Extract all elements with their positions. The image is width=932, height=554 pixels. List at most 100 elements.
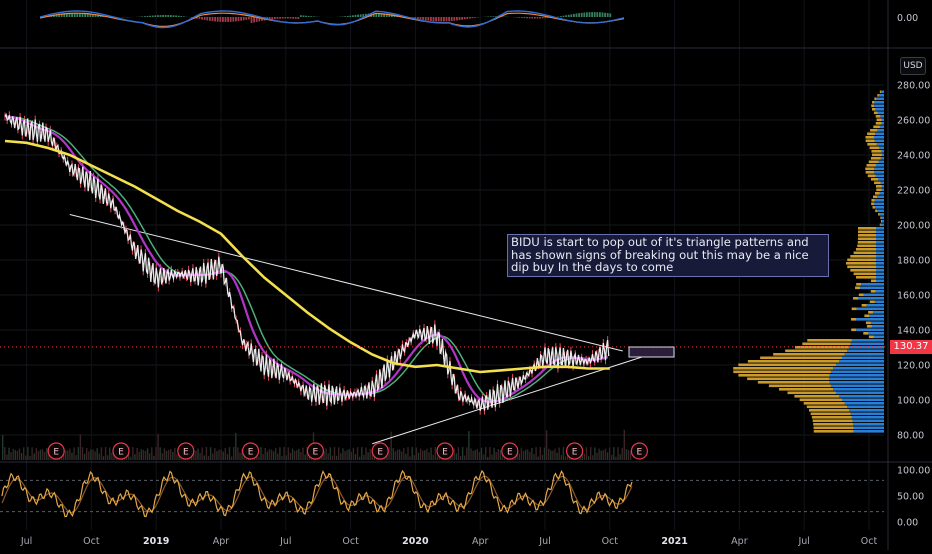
volume-bar bbox=[300, 452, 301, 460]
volume-bar bbox=[601, 451, 602, 460]
vp-bar-sell bbox=[871, 280, 876, 283]
vp-bar-buy bbox=[881, 182, 884, 185]
macd-hist-bar bbox=[438, 17, 440, 21]
volume-bar bbox=[44, 452, 45, 460]
vp-bar-sell bbox=[857, 245, 876, 248]
volume-bar bbox=[563, 447, 564, 460]
earnings-label: E bbox=[572, 448, 578, 458]
macd-hist-bar bbox=[576, 14, 578, 17]
vp-bar-buy bbox=[878, 178, 884, 181]
vp-bar-buy bbox=[876, 164, 884, 167]
volume-bar bbox=[10, 452, 11, 460]
macd-hist-bar bbox=[589, 12, 591, 17]
time-tick-label: Oct bbox=[602, 536, 619, 547]
vp-bar-buy bbox=[882, 122, 884, 125]
vp-bar-sell bbox=[856, 248, 876, 251]
volume-bar bbox=[472, 451, 473, 460]
earnings-label: E bbox=[118, 448, 124, 458]
vp-bar-sell bbox=[864, 315, 869, 318]
currency-badge[interactable]: USD bbox=[900, 57, 926, 75]
volume-bar bbox=[552, 451, 553, 460]
vp-bar-buy bbox=[874, 105, 884, 108]
vp-bar-sell bbox=[855, 287, 860, 290]
vp-bar-sell bbox=[853, 297, 858, 300]
volume-bar bbox=[584, 454, 585, 460]
volume-bar bbox=[388, 447, 389, 460]
volume-bar bbox=[195, 451, 196, 460]
macd-hist-bar bbox=[521, 17, 523, 18]
volume-bar bbox=[338, 447, 339, 460]
vp-bar-buy bbox=[856, 329, 884, 332]
volume-bar bbox=[109, 447, 110, 460]
macd-hist-bar bbox=[284, 17, 286, 19]
volume-bar bbox=[275, 448, 276, 460]
chart-annotation[interactable]: BIDU is start to pop out of it's triangl… bbox=[507, 234, 829, 277]
macd-hist-bar bbox=[162, 15, 164, 17]
vp-bar-buy bbox=[880, 213, 884, 216]
volume-bar bbox=[235, 433, 236, 460]
volume-bar bbox=[21, 453, 22, 460]
vp-bar-sell bbox=[868, 175, 876, 178]
macd-hist-bar bbox=[217, 17, 219, 22]
macd-hist-bar bbox=[209, 17, 211, 21]
time-tick-label: Apr bbox=[731, 536, 748, 547]
volume-bar bbox=[86, 448, 87, 460]
time-tick-label: Oct bbox=[342, 536, 359, 547]
vp-bar-buy bbox=[854, 430, 884, 433]
vp-bar-buy bbox=[875, 199, 884, 202]
volume-bar bbox=[103, 456, 104, 460]
macd-hist-bar bbox=[469, 17, 471, 19]
volume-bar bbox=[281, 456, 282, 460]
macd-hist-bar bbox=[594, 12, 596, 17]
volume-bar bbox=[267, 452, 268, 460]
macd-hist-bar bbox=[245, 17, 247, 20]
macd-hist-bar bbox=[219, 17, 221, 22]
volume-bar bbox=[92, 450, 93, 460]
volume-bar bbox=[605, 449, 606, 460]
vp-bar-buy bbox=[882, 220, 884, 223]
vp-bar-sell bbox=[876, 122, 882, 125]
vp-bar-buy bbox=[849, 346, 884, 349]
macd-hist-bar bbox=[225, 17, 227, 22]
macd-hist-bar bbox=[524, 17, 526, 18]
vp-bar-buy bbox=[872, 325, 884, 328]
vp-bar-buy bbox=[853, 420, 884, 423]
volume-bar bbox=[210, 447, 211, 460]
volume-bar bbox=[157, 434, 158, 460]
volume-bar bbox=[71, 453, 72, 460]
vp-bar-buy bbox=[829, 378, 884, 381]
vp-bar-sell bbox=[870, 301, 875, 304]
volume-bar bbox=[454, 448, 455, 460]
vp-bar-buy bbox=[839, 395, 884, 398]
volume-bar bbox=[67, 451, 68, 460]
macd-hist-bar bbox=[531, 17, 533, 18]
volume-bar bbox=[69, 449, 70, 460]
volume-bar bbox=[105, 447, 106, 460]
vp-bar-sell bbox=[871, 178, 878, 181]
volume-bar bbox=[168, 450, 169, 460]
macd-hist-bar bbox=[248, 17, 250, 19]
vp-bar-buy bbox=[836, 392, 884, 395]
volume-bar bbox=[529, 452, 530, 460]
macd-hist-bar bbox=[165, 15, 167, 17]
stoch-tick-label: 100.00 bbox=[897, 466, 930, 477]
volume-bar bbox=[357, 447, 358, 460]
vp-bar-sell bbox=[858, 238, 876, 241]
macd-hist-bar bbox=[560, 16, 562, 17]
vp-bar-buy bbox=[876, 231, 884, 234]
volume-bar bbox=[433, 455, 434, 460]
vp-bar-sell bbox=[877, 119, 882, 122]
earnings-marker: E bbox=[372, 443, 388, 459]
volume-bar bbox=[260, 447, 261, 460]
vp-bar-sell bbox=[748, 360, 839, 363]
volume-bar bbox=[594, 447, 595, 460]
volume-bar bbox=[619, 454, 620, 460]
volume-bar bbox=[468, 431, 469, 460]
vp-bar-sell bbox=[733, 367, 833, 370]
volume-bar bbox=[622, 448, 623, 460]
vp-bar-buy bbox=[876, 266, 884, 269]
macd-hist-bar bbox=[308, 16, 310, 17]
volume-bar bbox=[342, 448, 343, 460]
breakout-box bbox=[629, 347, 674, 357]
volume-bar bbox=[149, 453, 150, 460]
